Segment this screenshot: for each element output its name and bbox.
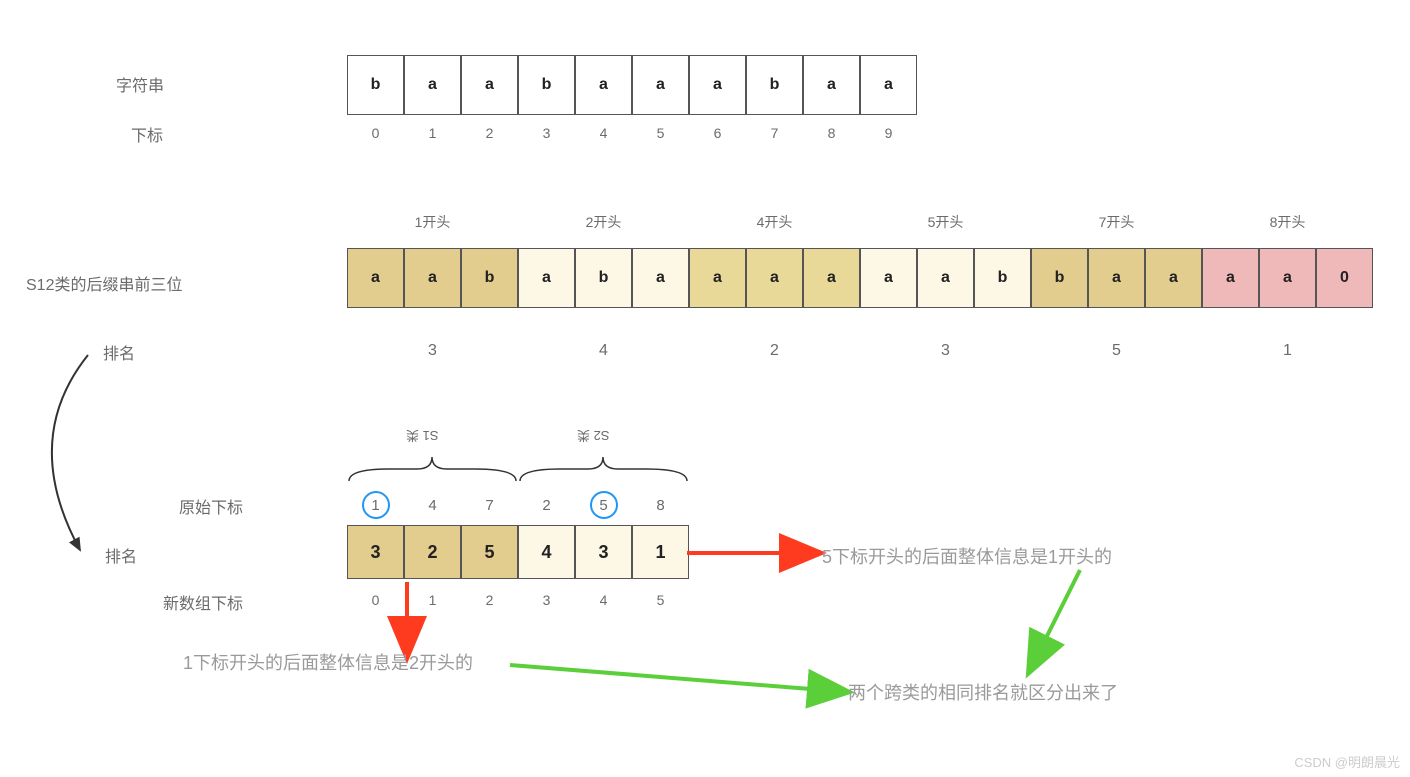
note-3: 两个跨类的相同排名就区分出来了 — [848, 679, 1118, 705]
row1-cell: a — [632, 55, 689, 115]
row2-cell: a — [860, 248, 917, 308]
row3-orig-index: 2 — [518, 497, 575, 514]
watermark: CSDN @明朗晨光 — [1294, 752, 1400, 771]
row1-cell: a — [404, 55, 461, 115]
row2-cell: b — [461, 248, 518, 308]
row3-cell: 2 — [404, 525, 461, 579]
row2-rank: 5 — [1031, 342, 1202, 360]
row2-cell: a — [404, 248, 461, 308]
row2-cell: a — [632, 248, 689, 308]
row2-group-header: 5开头 — [860, 212, 1031, 232]
row2-rank: 3 — [347, 342, 518, 360]
row2-cell: a — [803, 248, 860, 308]
red-arrow-1 — [685, 540, 815, 570]
row2-cell: b — [1031, 248, 1088, 308]
row1-index: 9 — [860, 125, 917, 141]
row2-group-header: 1开头 — [347, 212, 518, 232]
row2-cell: a — [1202, 248, 1259, 308]
row1-index: 8 — [803, 125, 860, 141]
row3-cell: 4 — [518, 525, 575, 579]
row2-cell: a — [347, 248, 404, 308]
curve-arrow — [30, 350, 150, 570]
row1-cell: a — [860, 55, 917, 115]
row2-cell: a — [518, 248, 575, 308]
label-newidx: 新数组下标 — [163, 590, 243, 614]
row2-cell: 0 — [1316, 248, 1373, 308]
row2-cell: a — [689, 248, 746, 308]
row2-rank: 4 — [518, 342, 689, 360]
row3-cell: 3 — [347, 525, 404, 579]
row2-cell: a — [746, 248, 803, 308]
row2-cell: a — [1259, 248, 1316, 308]
row1-index: 2 — [461, 125, 518, 141]
row3-cell: 1 — [632, 525, 689, 579]
label-string: 字符串 — [116, 72, 164, 96]
brace-s1 — [347, 455, 518, 483]
highlight-circle — [362, 491, 390, 519]
label-index: 下标 — [131, 122, 163, 146]
brace-s2 — [518, 455, 689, 483]
row3-new-index: 4 — [575, 592, 632, 608]
row2-group-header: 4开头 — [689, 212, 860, 232]
row3-orig-index: 4 — [404, 497, 461, 514]
row1-index: 6 — [689, 125, 746, 141]
row3-new-index: 3 — [518, 592, 575, 608]
row2-rank: 3 — [860, 342, 1031, 360]
brace-label-s1: S1 类 — [406, 427, 439, 446]
row2-rank: 1 — [1202, 342, 1373, 360]
red-arrow-2 — [395, 580, 425, 650]
row3-cell: 5 — [461, 525, 518, 579]
label-s12: S12类的后缀串前三位 — [26, 271, 182, 295]
row3-new-index: 5 — [632, 592, 689, 608]
note-2: 1下标开头的后面整体信息是2开头的 — [183, 649, 473, 675]
row1-index: 0 — [347, 125, 404, 141]
row2-group-header: 8开头 — [1202, 212, 1373, 232]
green-arrow-2 — [505, 660, 845, 700]
row1-cell: a — [689, 55, 746, 115]
row3-orig-index: 8 — [632, 497, 689, 514]
label-origidx: 原始下标 — [179, 494, 243, 518]
row1-index: 5 — [632, 125, 689, 141]
row1-cell: a — [461, 55, 518, 115]
row3-cell: 3 — [575, 525, 632, 579]
row2-cell: a — [1145, 248, 1202, 308]
row1-index: 7 — [746, 125, 803, 141]
row2-cell: a — [1088, 248, 1145, 308]
row2-group-header: 7开头 — [1031, 212, 1202, 232]
row3-new-index: 2 — [461, 592, 518, 608]
green-arrow-1 — [1000, 565, 1100, 665]
brace-label-s2: S2 类 — [577, 427, 610, 446]
row1-index: 4 — [575, 125, 632, 141]
row1-index: 1 — [404, 125, 461, 141]
row1-cell: b — [518, 55, 575, 115]
row1-index: 3 — [518, 125, 575, 141]
row1-cell: b — [347, 55, 404, 115]
row2-rank: 2 — [689, 342, 860, 360]
row1-cell: a — [575, 55, 632, 115]
row2-cell: b — [974, 248, 1031, 308]
note-1: 5下标开头的后面整体信息是1开头的 — [822, 543, 1112, 569]
row2-cell: b — [575, 248, 632, 308]
row2-cell: a — [917, 248, 974, 308]
row3-orig-index: 7 — [461, 497, 518, 514]
highlight-circle — [590, 491, 618, 519]
row1-cell: a — [803, 55, 860, 115]
row2-group-header: 2开头 — [518, 212, 689, 232]
row1-cell: b — [746, 55, 803, 115]
